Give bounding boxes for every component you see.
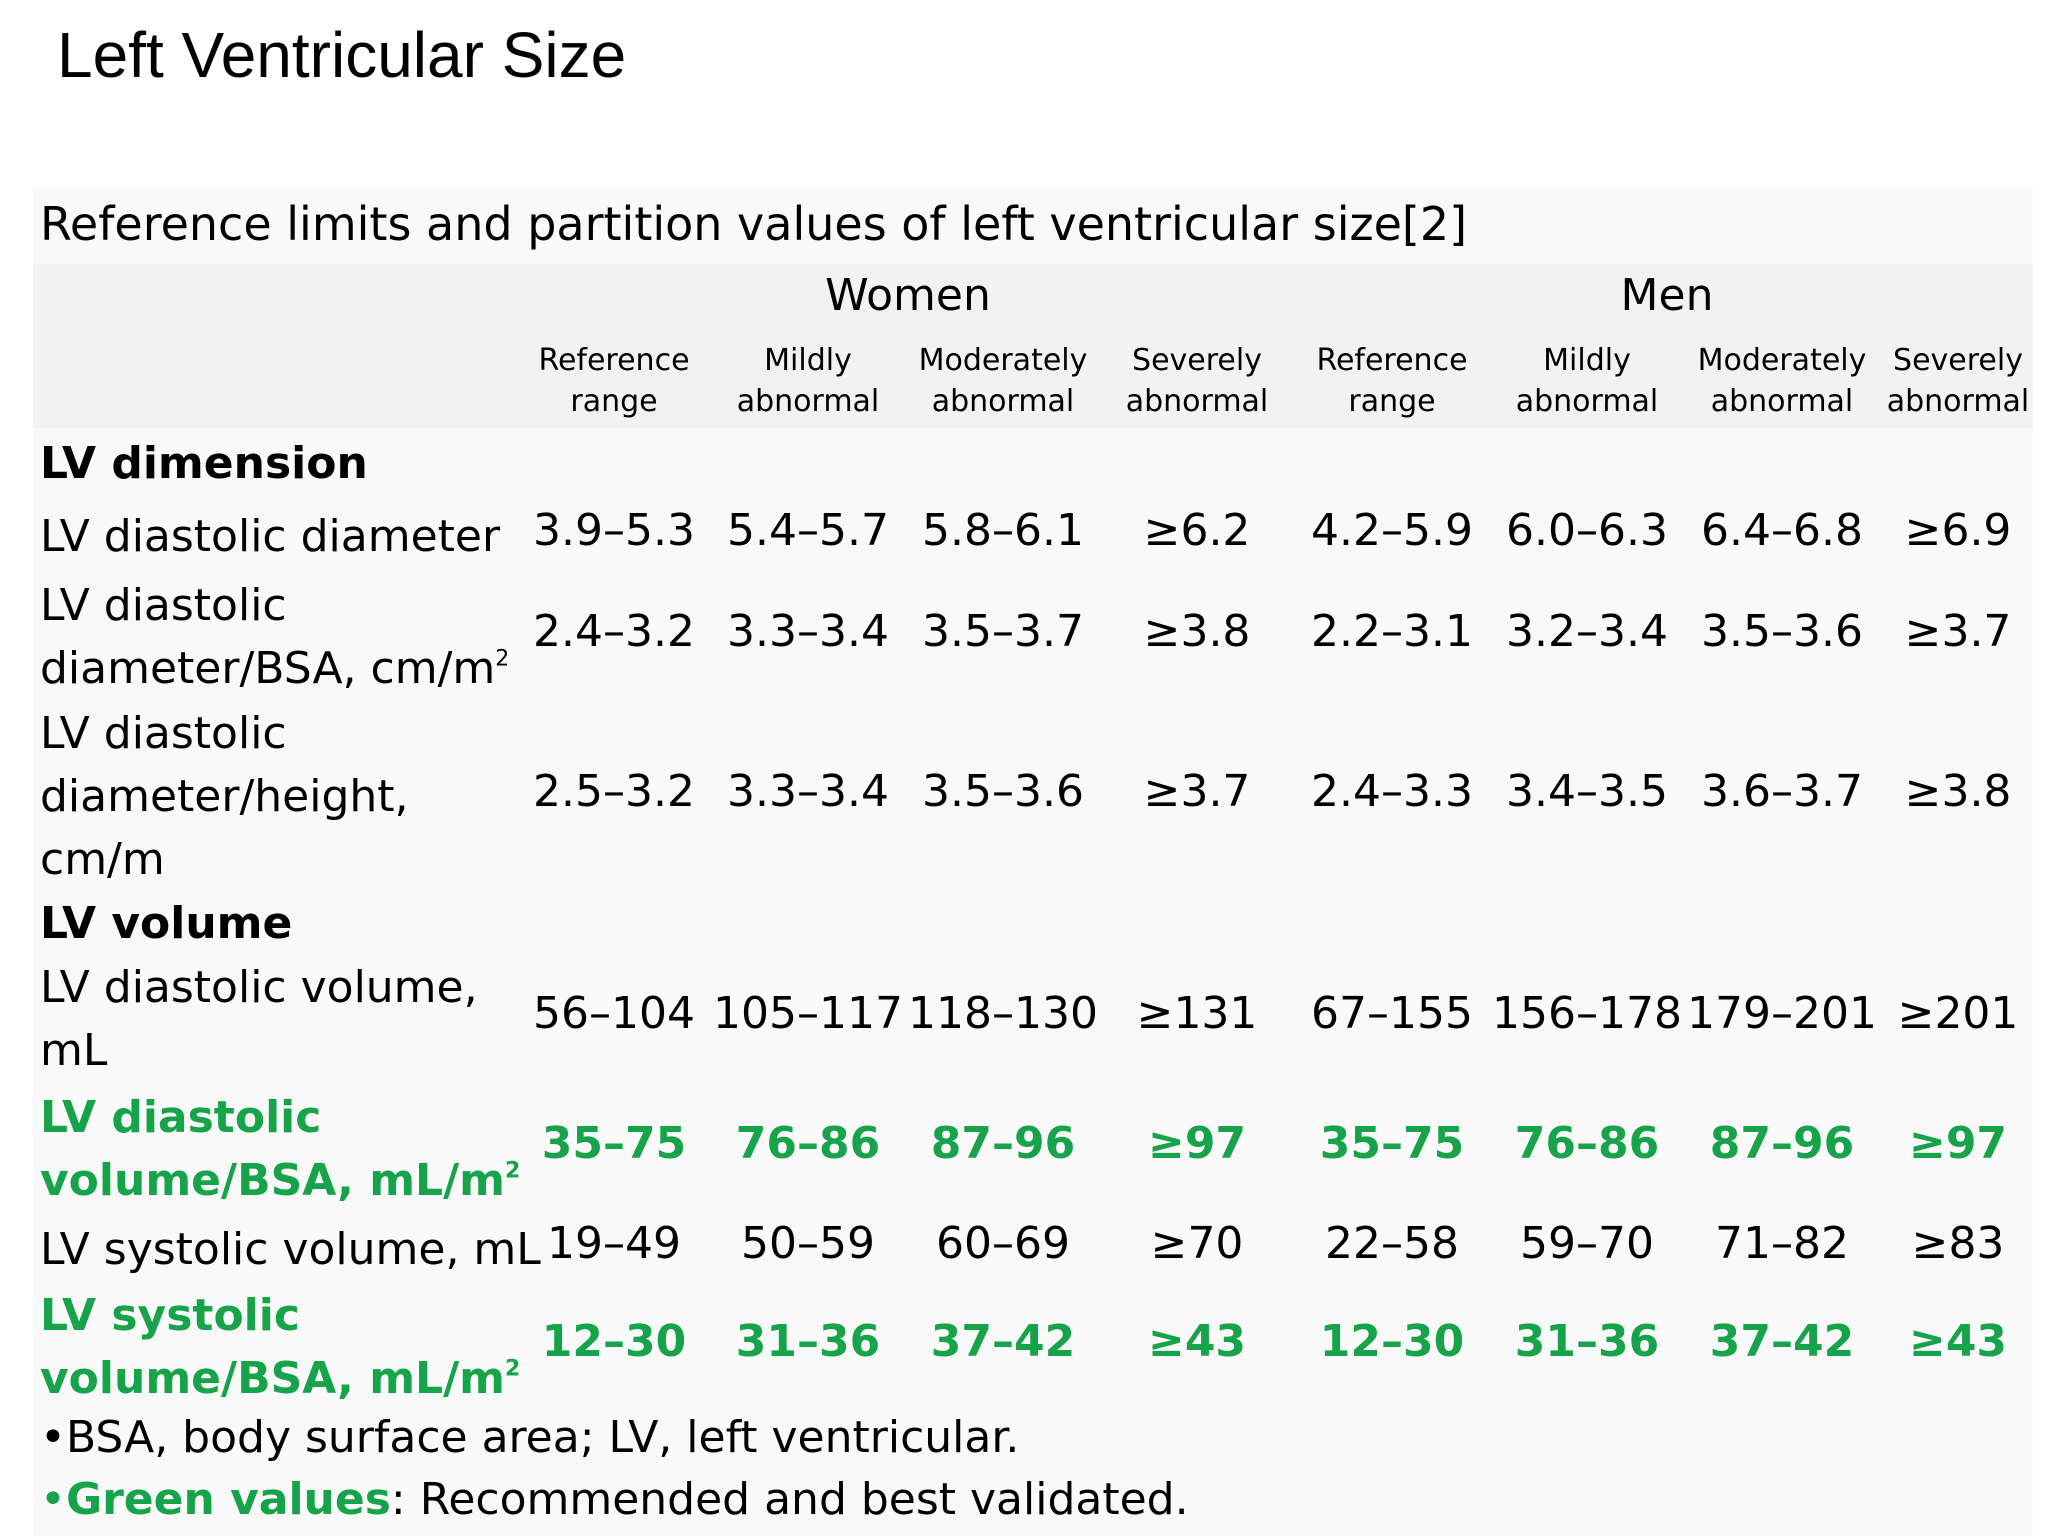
table-cell: 3.4–3.5 — [1506, 766, 1668, 817]
table-cell: 60–69 — [936, 1218, 1070, 1269]
column-header: Severely abnormal — [1125, 343, 1269, 419]
table-cell: ≥131 — [1136, 988, 1258, 1039]
table-cell: 179–201 — [1687, 988, 1877, 1039]
table-cell: 19–49 — [547, 1218, 681, 1269]
table-cell: 87–96 — [1709, 1118, 1855, 1169]
table-cell: ≥97 — [1908, 1118, 2008, 1169]
table-cell: 105–117 — [713, 988, 903, 1039]
table-cell: ≥3.7 — [1143, 766, 1251, 817]
footnote-abbreviations: •BSA, body surface area; LV, left ventri… — [40, 1412, 1020, 1463]
table-cell: 2.5–3.2 — [533, 766, 695, 817]
table-cell: 12–30 — [1319, 1316, 1465, 1367]
table-cell: 76–86 — [1514, 1118, 1660, 1169]
table-cell: 5.4–5.7 — [727, 505, 889, 556]
table-cell: 3.2–3.4 — [1506, 606, 1668, 657]
row-label: LV systolic volume/BSA, mL/m2 — [40, 1290, 521, 1404]
table-cell: 2.4–3.2 — [533, 606, 695, 657]
table-cell: 3.9–5.3 — [533, 505, 695, 556]
table-cell: 22–58 — [1325, 1218, 1459, 1269]
row-label: LV systolic volume, mL — [40, 1224, 541, 1275]
table-cell: 2.4–3.3 — [1311, 766, 1473, 817]
table-cell: ≥97 — [1147, 1118, 1247, 1169]
group-header-women: Women — [825, 270, 991, 321]
column-header: Mildly abnormal — [736, 343, 880, 419]
row-label: LV diastolic volume/BSA, mL/m2 — [40, 1092, 521, 1206]
row-label: LV diastolic diameter — [40, 511, 501, 562]
table-cell: 6.4–6.8 — [1701, 505, 1863, 556]
row-label: LV diastolic volume, mL — [40, 962, 478, 1076]
row-label: LV diastolic diameter/height, cm/m — [40, 708, 409, 885]
table-cell: ≥3.7 — [1904, 606, 2012, 657]
table-cell: 59–70 — [1520, 1218, 1654, 1269]
table-cell: ≥83 — [1911, 1218, 2005, 1269]
table-cell: ≥3.8 — [1143, 606, 1251, 657]
column-header: Moderately abnormal — [918, 343, 1088, 419]
table-cell: 3.3–3.4 — [727, 766, 889, 817]
table-cell: 76–86 — [735, 1118, 881, 1169]
section-title: LV volume — [40, 898, 293, 949]
superscript: 2 — [505, 1158, 521, 1184]
table-cell: 3.3–3.4 — [727, 606, 889, 657]
row-label: LV diastolic diameter/BSA, cm/m2 — [40, 580, 510, 694]
column-header: Severely abnormal — [1886, 343, 2030, 419]
table-cell: 6.0–6.3 — [1506, 505, 1668, 556]
table-cell: 2.2–3.1 — [1311, 606, 1473, 657]
table-cell: 12–30 — [541, 1316, 687, 1367]
superscript: 2 — [495, 646, 510, 672]
table-cell: 35–75 — [1319, 1118, 1465, 1169]
table-cell: ≥3.8 — [1904, 766, 2012, 817]
footnote-bullet: • — [40, 1474, 66, 1525]
table-cell: ≥43 — [1147, 1316, 1247, 1367]
column-header: Mildly abnormal — [1515, 343, 1659, 419]
column-header: Moderately abnormal — [1697, 343, 1867, 419]
section-title: LV dimension — [40, 438, 368, 489]
table-cell: 37–42 — [1709, 1316, 1855, 1367]
table-cell: 87–96 — [930, 1118, 1076, 1169]
table-cell: 3.5–3.6 — [922, 766, 1084, 817]
table-cell: 50–59 — [741, 1218, 875, 1269]
table-cell: 71–82 — [1715, 1218, 1849, 1269]
table-cell: 118–130 — [908, 988, 1098, 1039]
table-cell: ≥43 — [1908, 1316, 2008, 1367]
table-cell: 3.6–3.7 — [1701, 766, 1863, 817]
table-cell: 4.2–5.9 — [1311, 505, 1473, 556]
footnote-green-text: : Recommended and best validated. — [390, 1474, 1189, 1525]
group-header-men: Men — [1620, 270, 1714, 321]
footnote-green-values: •Green values: Recommended and best vali… — [40, 1474, 1189, 1525]
table-cell: 67–155 — [1311, 988, 1473, 1039]
table-caption: Reference limits and partition values of… — [40, 197, 1468, 251]
column-header: Reference range — [1316, 343, 1468, 419]
column-header: Reference range — [538, 343, 690, 419]
superscript: 2 — [505, 1356, 521, 1382]
table-cell: ≥70 — [1150, 1218, 1244, 1269]
footnote-green-label: Green values — [65, 1474, 391, 1525]
table-cell: 5.8–6.1 — [922, 505, 1084, 556]
table-cell: 3.5–3.6 — [1701, 606, 1863, 657]
table-cell: 156–178 — [1492, 988, 1682, 1039]
table-cell: ≥201 — [1897, 988, 2019, 1039]
table-cell: ≥6.2 — [1143, 505, 1251, 556]
table-cell: 35–75 — [541, 1118, 687, 1169]
table-cell: 31–36 — [735, 1316, 881, 1367]
table-cell: 31–36 — [1514, 1316, 1660, 1367]
table-cell: 37–42 — [930, 1316, 1076, 1367]
slide-title: Left Ventricular Size — [57, 19, 627, 91]
table-header-band — [33, 264, 2033, 428]
table-cell: 56–104 — [533, 988, 695, 1039]
table-cell: 3.5–3.7 — [922, 606, 1084, 657]
table-cell: ≥6.9 — [1904, 505, 2012, 556]
